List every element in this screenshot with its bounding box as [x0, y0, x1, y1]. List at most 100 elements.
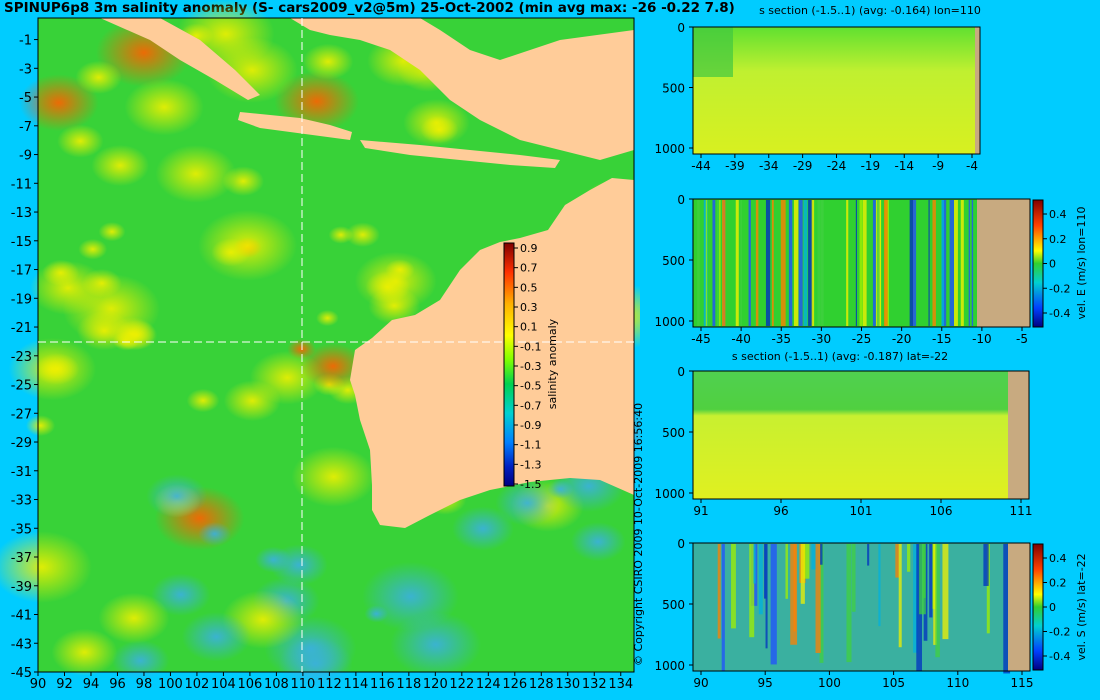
- vel-e-stripe: [780, 200, 786, 326]
- anomaly-blob: [198, 522, 232, 546]
- map-chart: 90 92 94 96 98 100 102 104 106 108 110 112 114 116 118…: [0, 0, 640, 692]
- vel-e-stripe: [719, 200, 721, 326]
- colorbar-tick-label: -1.5: [520, 478, 541, 491]
- map-x-tick-label: 118: [396, 677, 421, 692]
- vel-s-stripe: [770, 544, 777, 665]
- vel-s-stripe: [986, 544, 990, 634]
- section-y-tick-label: 1000: [654, 659, 685, 673]
- vel-e-stripe: [960, 200, 964, 326]
- vel-e-stripe: [793, 200, 799, 326]
- colorbar-tick-label: -1.3: [520, 458, 541, 471]
- map-y-tick-label: -19: [11, 292, 32, 307]
- anomaly-blob: [223, 380, 281, 422]
- vel-colorbar-tick-label: -0.4: [1049, 650, 1070, 663]
- vel-e-stripe: [712, 200, 716, 326]
- anomaly-blob: [78, 238, 108, 260]
- map-x-tick-label: 98: [136, 677, 153, 692]
- anomaly-blob: [420, 115, 459, 144]
- vel-e-stripe: [949, 200, 954, 326]
- anomaly-blob: [111, 640, 170, 682]
- vel-colorbar-tick-label: 0.4: [1049, 208, 1067, 221]
- section-x-tick-label: 95: [758, 676, 773, 690]
- vel-s-stripe: [907, 544, 911, 572]
- vel-s-stripe: [717, 544, 721, 639]
- vel-e-stripe: [883, 200, 888, 326]
- vel-colorbar-tick-label: 0: [1049, 258, 1056, 271]
- vel-s-stripe: [919, 544, 926, 615]
- vel-s-stripe: [878, 544, 881, 627]
- colorbar-tick-label: -0.5: [520, 380, 541, 393]
- colorbar-tick-label: -0.3: [520, 360, 541, 373]
- vel-s-stripe: [898, 544, 902, 648]
- vel-e-stripe: [697, 200, 700, 326]
- vel-s-stripe: [846, 544, 852, 663]
- map-y-tick-label: -1: [19, 34, 32, 49]
- section-y-tick-label: 1000: [654, 487, 685, 501]
- map-y-tick-label: -13: [11, 206, 32, 221]
- colorbar-tick-label: -0.9: [520, 419, 541, 432]
- map-x-tick-label: 124: [476, 677, 501, 692]
- section-y-tick-label: 500: [662, 254, 685, 268]
- anomaly-blob: [98, 592, 170, 644]
- panel-s-section-lat: 91 96 101 106 111 0 500 1000: [654, 365, 1032, 518]
- vel-colorbar-tick-label: 0.4: [1049, 552, 1067, 565]
- map-x-tick-label: 94: [83, 677, 100, 692]
- vel-s-stripe: [852, 544, 856, 612]
- anomaly-blob: [255, 546, 292, 573]
- vel-e-stripe: [941, 200, 945, 326]
- section-x-tick-label: 110: [946, 676, 969, 690]
- section-x-tick-label: -30: [812, 332, 832, 346]
- colorbar-tick-label: 0.5: [520, 281, 538, 294]
- vel-e-stripe: [740, 200, 742, 326]
- section-x-tick-label: 101: [850, 504, 873, 518]
- anomaly-blob: [109, 317, 156, 351]
- map-y-tick-label: -9: [19, 149, 32, 164]
- section-y-tick-label: 1000: [654, 315, 685, 329]
- section-x-tick-label: -20: [892, 332, 912, 346]
- map-y-tick-label: -25: [11, 379, 32, 394]
- anomaly-blob: [81, 268, 122, 298]
- colorbar-tick-label: -1.1: [520, 439, 541, 452]
- section-y-tick-label: 0: [677, 193, 685, 207]
- section-x-tick-label: 111: [1010, 504, 1033, 518]
- vel-colorbar-tick-label: -0.2: [1049, 626, 1070, 639]
- land-australia: [350, 178, 634, 528]
- section-y-tick-label: 1000: [654, 142, 685, 156]
- vel-e-stripe: [859, 200, 863, 326]
- section-y-tick-label: 500: [662, 426, 685, 440]
- vel-s-stripe: [895, 544, 900, 578]
- vel-e-stripe: [722, 200, 726, 326]
- anomaly-blob: [0, 531, 92, 603]
- anomaly-blob: [42, 259, 80, 286]
- vel-e-stripe: [942, 200, 947, 326]
- vel-e-stripe: [808, 200, 813, 326]
- map-x-tick-label: 126: [502, 677, 527, 692]
- vel-s-stripe: [1003, 544, 1011, 674]
- section-x-tick-label: -35: [771, 332, 791, 346]
- vel-e-stripe: [817, 200, 821, 326]
- section-x-tick-label: -19: [861, 159, 881, 173]
- vel-e-stripe: [705, 200, 708, 326]
- anomaly-blob: [19, 74, 99, 132]
- vel-colorbar-tick-label: 0.2: [1049, 233, 1067, 246]
- section-x-tick-label: -9: [932, 159, 944, 173]
- map-y-tick-label: -41: [11, 609, 32, 624]
- anomaly-blob: [278, 637, 353, 691]
- map-y-tick-label: -43: [11, 637, 32, 652]
- map-y-tick-label: -37: [11, 551, 32, 566]
- vel-colorbar-tick-label: -0.4: [1049, 307, 1070, 320]
- colorbar-tick-label: 0.1: [520, 321, 538, 334]
- map-y-tick-label: -35: [11, 522, 32, 537]
- map-y-tick-label: -7: [19, 120, 32, 135]
- map-x-tick-label: 128: [529, 677, 554, 692]
- anomaly-blob: [385, 259, 415, 281]
- vel-e-stripe: [846, 200, 849, 326]
- colorbar-tick-label: 0.9: [520, 242, 538, 255]
- anomaly-blob: [181, 612, 251, 662]
- vel-s-stripe: [765, 544, 768, 649]
- anomaly-blob: [222, 166, 264, 196]
- colorbar-label: salinity anomaly: [546, 318, 559, 409]
- map-x-tick-label: 134: [608, 677, 633, 692]
- section-x-tick-label: -14: [894, 159, 914, 173]
